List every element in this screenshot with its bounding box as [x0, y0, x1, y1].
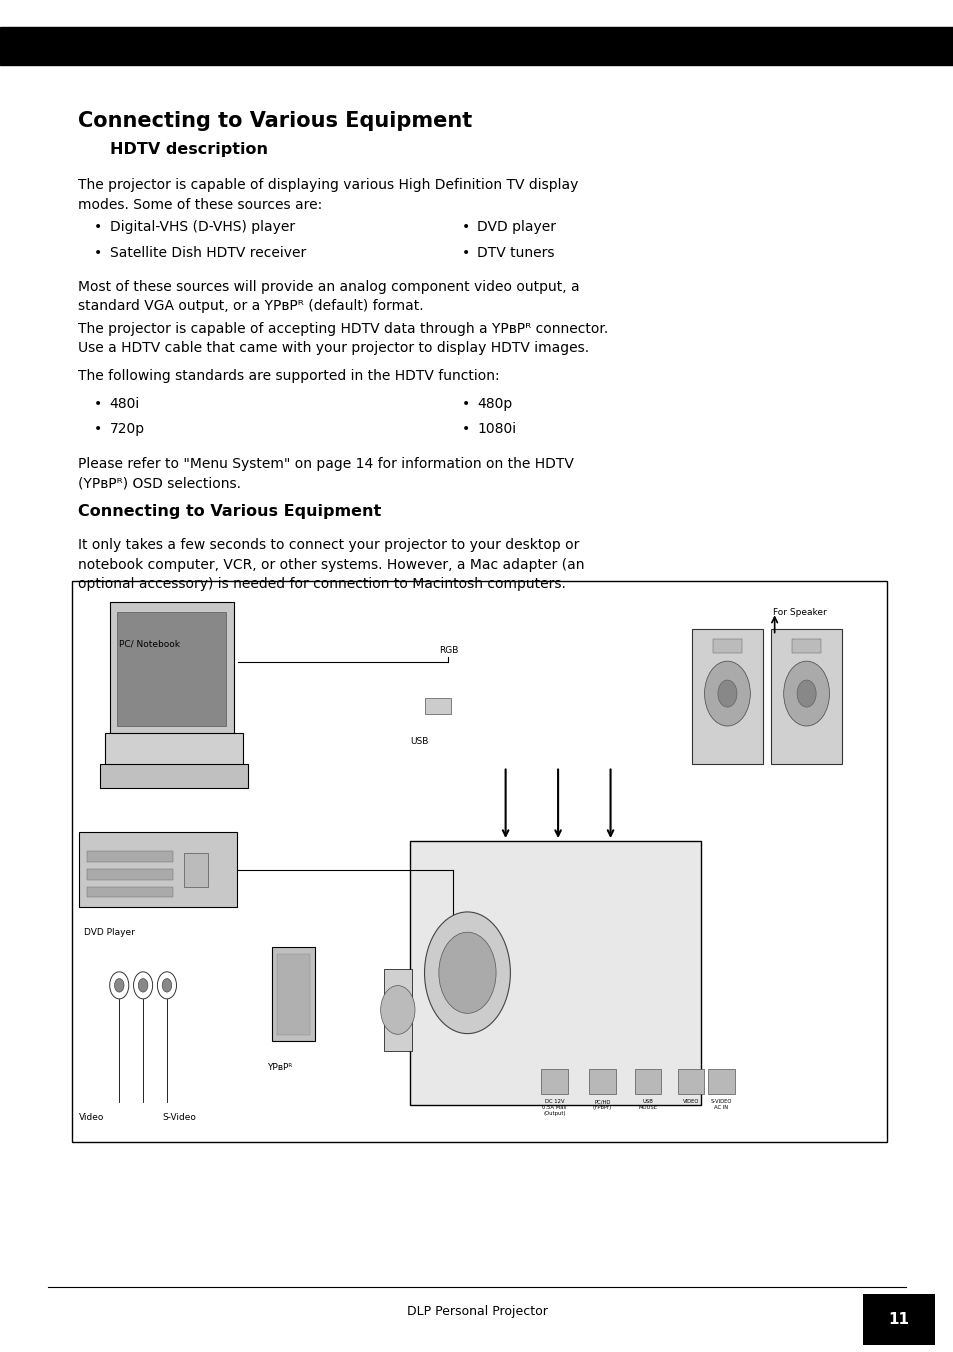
Bar: [540, 1069, 567, 1094]
Text: DTV tuners: DTV tuners: [476, 246, 554, 260]
Bar: [184, 853, 208, 887]
Text: Most of these sources will provide an analog component video output, a
standard : Most of these sources will provide an an…: [78, 280, 579, 314]
Text: DVD player: DVD player: [476, 220, 556, 234]
Text: Connecting to Various Equipment: Connecting to Various Equipment: [78, 111, 472, 131]
Bar: [770, 629, 841, 764]
Bar: [0, 27, 953, 65]
Text: S-VIDEO
AC IN: S-VIDEO AC IN: [710, 1099, 731, 1110]
Text: DC 12V
0.5A Max
(Output): DC 12V 0.5A Max (Output): [541, 1099, 566, 1115]
Text: •: •: [461, 246, 470, 260]
Text: 480p: 480p: [476, 397, 512, 411]
Circle shape: [110, 972, 129, 999]
Text: Video: Video: [79, 1113, 105, 1122]
Bar: [862, 1294, 934, 1345]
Bar: [87, 887, 172, 898]
Text: PC/ Notebook: PC/ Notebook: [119, 639, 180, 649]
Bar: [383, 969, 412, 1051]
Text: PC/HD
(YPbPr): PC/HD (YPbPr): [592, 1099, 611, 1110]
Text: USB
MOUSE: USB MOUSE: [638, 1099, 657, 1110]
Circle shape: [138, 979, 148, 992]
Text: YPʙPᴿ: YPʙPᴿ: [267, 1063, 292, 1072]
Bar: [588, 1069, 615, 1094]
Bar: [712, 639, 741, 653]
Circle shape: [703, 661, 749, 726]
Bar: [272, 946, 314, 1041]
Text: For Speaker: For Speaker: [772, 608, 825, 618]
Bar: [117, 612, 226, 726]
Circle shape: [796, 680, 815, 707]
Text: •: •: [93, 422, 102, 435]
Text: RGB: RGB: [438, 646, 457, 656]
Bar: [410, 841, 700, 1105]
Text: •: •: [93, 246, 102, 260]
Bar: [71, 581, 886, 1142]
Text: •: •: [461, 422, 470, 435]
Bar: [424, 698, 451, 714]
Bar: [276, 953, 310, 1034]
Circle shape: [114, 979, 124, 992]
Text: USB: USB: [410, 737, 428, 746]
Bar: [79, 833, 236, 907]
Circle shape: [133, 972, 152, 999]
Bar: [105, 733, 243, 767]
Bar: [87, 869, 172, 880]
Text: The projector is capable of accepting HDTV data through a YPʙPᴿ connector.
Use a: The projector is capable of accepting HD…: [78, 322, 608, 356]
Text: It only takes a few seconds to connect your projector to your desktop or
noteboo: It only takes a few seconds to connect y…: [78, 538, 584, 591]
Text: Digital-VHS (D-VHS) player: Digital-VHS (D-VHS) player: [110, 220, 294, 234]
Text: Connecting to Various Equipment: Connecting to Various Equipment: [78, 504, 381, 519]
Text: Please refer to "Menu System" on page 14 for information on the HDTV
(YPʙPᴿ) OSD: Please refer to "Menu System" on page 14…: [78, 457, 574, 491]
Text: The projector is capable of displaying various High Definition TV display
modes.: The projector is capable of displaying v…: [78, 178, 578, 212]
Circle shape: [157, 972, 176, 999]
Text: VIDEO: VIDEO: [682, 1099, 699, 1105]
Bar: [677, 1069, 703, 1094]
Circle shape: [424, 913, 510, 1033]
Text: •: •: [461, 397, 470, 411]
Text: •: •: [93, 220, 102, 234]
Circle shape: [162, 979, 172, 992]
Text: •: •: [93, 397, 102, 411]
Text: DVD Player: DVD Player: [84, 929, 134, 937]
Text: 480i: 480i: [110, 397, 140, 411]
Circle shape: [782, 661, 828, 726]
Text: The following standards are supported in the HDTV function:: The following standards are supported in…: [78, 369, 499, 383]
Text: DLP Personal Projector: DLP Personal Projector: [406, 1305, 547, 1318]
Bar: [707, 1069, 734, 1094]
Text: 11: 11: [887, 1311, 909, 1328]
Text: Satellite Dish HDTV receiver: Satellite Dish HDTV receiver: [110, 246, 306, 260]
Bar: [110, 602, 233, 737]
Text: 1080i: 1080i: [476, 422, 516, 435]
Bar: [87, 852, 172, 863]
Text: S-Video: S-Video: [162, 1113, 196, 1122]
Text: HDTV description: HDTV description: [110, 142, 268, 157]
Circle shape: [380, 986, 415, 1034]
Circle shape: [717, 680, 736, 707]
Bar: [691, 629, 762, 764]
Bar: [791, 639, 820, 653]
Text: 720p: 720p: [110, 422, 145, 435]
Bar: [100, 764, 248, 788]
Circle shape: [438, 933, 496, 1014]
Bar: [634, 1069, 660, 1094]
Text: •: •: [461, 220, 470, 234]
